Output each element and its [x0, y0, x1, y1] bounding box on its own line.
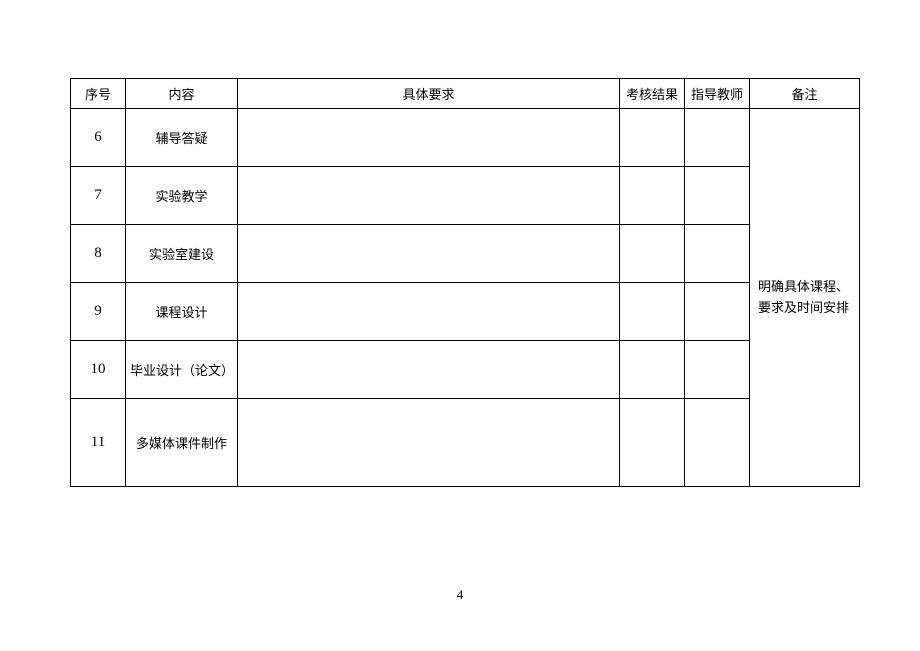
cell-result: [620, 167, 685, 225]
cell-result: [620, 283, 685, 341]
header-advisor: 指导教师: [685, 79, 750, 109]
header-result: 考核结果: [620, 79, 685, 109]
table-row: 10 毕业设计（论文）: [71, 341, 860, 399]
cell-content: 辅导答疑: [126, 109, 238, 167]
table-row: 11 多媒体课件制作: [71, 399, 860, 487]
cell-requirements: [238, 399, 620, 487]
table-row: 8 实验室建设: [71, 225, 860, 283]
header-seq: 序号: [71, 79, 126, 109]
cell-result: [620, 341, 685, 399]
cell-seq: 10: [71, 341, 126, 399]
table-row: 6 辅导答疑 明确具体课程、要求及时间安排: [71, 109, 860, 167]
cell-content: 课程设计: [126, 283, 238, 341]
table-row: 9 课程设计: [71, 283, 860, 341]
cell-seq: 11: [71, 399, 126, 487]
cell-advisor: [685, 167, 750, 225]
cell-requirements: [238, 341, 620, 399]
cell-content: 多媒体课件制作: [126, 399, 238, 487]
cell-seq: 8: [71, 225, 126, 283]
cell-result: [620, 225, 685, 283]
cell-advisor: [685, 109, 750, 167]
cell-requirements: [238, 225, 620, 283]
cell-advisor: [685, 283, 750, 341]
header-content: 内容: [126, 79, 238, 109]
cell-advisor: [685, 399, 750, 487]
cell-content: 实验室建设: [126, 225, 238, 283]
cell-result: [620, 399, 685, 487]
page-number: 4: [0, 587, 920, 603]
cell-remarks-merged: 明确具体课程、要求及时间安排: [750, 109, 860, 487]
cell-requirements: [238, 167, 620, 225]
table-row: 7 实验教学: [71, 167, 860, 225]
cell-result: [620, 109, 685, 167]
table-header-row: 序号 内容 具体要求 考核结果 指导教师 备注: [71, 79, 860, 109]
assessment-table: 序号 内容 具体要求 考核结果 指导教师 备注 6 辅导答疑 明确具体课程、要求…: [70, 78, 860, 487]
cell-content: 实验教学: [126, 167, 238, 225]
cell-requirements: [238, 283, 620, 341]
cell-seq: 7: [71, 167, 126, 225]
header-remarks: 备注: [750, 79, 860, 109]
cell-content: 毕业设计（论文）: [126, 341, 238, 399]
cell-advisor: [685, 341, 750, 399]
header-requirements: 具体要求: [238, 79, 620, 109]
cell-advisor: [685, 225, 750, 283]
cell-seq: 6: [71, 109, 126, 167]
cell-requirements: [238, 109, 620, 167]
cell-seq: 9: [71, 283, 126, 341]
page-container: 序号 内容 具体要求 考核结果 指导教师 备注 6 辅导答疑 明确具体课程、要求…: [0, 0, 920, 487]
